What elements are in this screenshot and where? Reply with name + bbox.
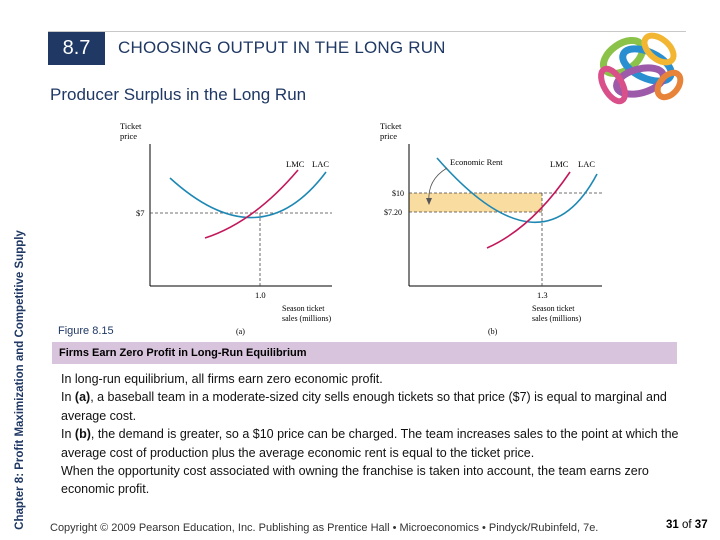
panel-a-price-tick: $7 <box>136 208 145 218</box>
chapter-label: Chapter 8: Profit Maximization and Compe… <box>14 230 26 530</box>
body-paragraph-2-suffix: , a baseball team in a moderate-sized ci… <box>61 390 667 423</box>
panel-a-lac-label: LAC <box>312 159 329 169</box>
body-paragraph-4-text: When the opportunity cost associated wit… <box>61 464 649 497</box>
panel-a-x-label-1: Season ticket <box>282 304 325 313</box>
rings-logo <box>598 32 684 105</box>
body-paragraph-2-prefix: In <box>61 390 75 405</box>
panel-b-x-label-1: Season ticket <box>532 304 575 313</box>
panel-b-y-label-2: price <box>380 131 397 141</box>
panel-a-quantity-tick: 1.0 <box>255 290 266 300</box>
chapter-sidebar: Chapter 8: Profit Maximization and Compe… <box>0 60 40 530</box>
panel-a-lmc-label: LMC <box>286 159 305 169</box>
figure-8-15: Ticket price LMC LAC $7 1.0 Season ticke… <box>120 121 602 336</box>
panel-b-tag: (b) <box>488 327 498 336</box>
body-paragraph-3: In (b), the demand is greater, so a $10 … <box>61 425 681 462</box>
body-paragraph-1: In long-run equilibrium, all firms earn … <box>61 370 681 388</box>
panel-b-lmc-curve <box>486 171 571 249</box>
panel-a-lmc-curve <box>204 169 299 239</box>
panel-a-lac-curve <box>169 171 327 219</box>
page-of: of <box>682 519 692 531</box>
panel-b-y-label-1: Ticket <box>380 121 402 131</box>
header-divider <box>48 31 686 32</box>
panel-a-x-label-2: sales (millions) <box>282 314 331 323</box>
body-paragraph-2: In (a), a baseball team in a moderate-si… <box>61 388 681 425</box>
body-text: In long-run equilibrium, all firms earn … <box>61 370 681 499</box>
figure-caption: Firms Earn Zero Profit in Long-Run Equil… <box>59 347 307 359</box>
economic-rent-label: Economic Rent <box>450 157 503 167</box>
economic-rent-area <box>409 193 542 212</box>
body-paragraph-4: When the opportunity cost associated wit… <box>61 462 681 499</box>
slide-title: Producer Surplus in the Long Run <box>50 85 307 104</box>
panel-a-tag: (a) <box>236 327 245 336</box>
figure-caption-bar: Firms Earn Zero Profit in Long-Run Equil… <box>52 342 677 364</box>
panel-b-lmc-label: LMC <box>550 159 569 169</box>
page-number: 31 of 37 <box>666 519 708 531</box>
panel-a-y-label-2: price <box>120 131 137 141</box>
body-paragraph-3-bold: (b) <box>74 427 91 442</box>
panel-b-lac-curve <box>436 157 598 223</box>
body-paragraph-1-text: In long-run equilibrium, all firms earn … <box>61 372 383 386</box>
panel-b-price-low-tick: $7.20 <box>384 208 402 217</box>
economic-rent-arrowhead <box>426 198 432 205</box>
panel-b: Ticket price LMC LAC Economic Rent $10 $… <box>380 121 602 336</box>
figure-label: Figure 8.15 <box>58 325 114 337</box>
panel-b-lac-label: LAC <box>578 159 595 169</box>
panel-a-y-label-1: Ticket <box>120 121 142 131</box>
section-number: 8.7 <box>48 32 105 65</box>
body-paragraph-3-suffix: , the demand is greater, so a $10 price … <box>61 427 679 460</box>
body-paragraph-3-prefix: In <box>61 427 75 442</box>
panel-b-price-high-tick: $10 <box>392 189 404 198</box>
page-total: 37 <box>694 519 708 531</box>
body-paragraph-2-bold: (a) <box>74 390 91 405</box>
section-title: CHOOSING OUTPUT IN THE LONG RUN <box>118 38 446 57</box>
page-current: 31 <box>666 519 679 531</box>
panel-a: Ticket price LMC LAC $7 1.0 Season ticke… <box>120 121 332 336</box>
panel-b-quantity-tick: 1.3 <box>537 290 548 300</box>
copyright-footer: Copyright © 2009 Pearson Education, Inc.… <box>50 522 599 534</box>
panel-b-x-label-2: sales (millions) <box>532 314 581 323</box>
